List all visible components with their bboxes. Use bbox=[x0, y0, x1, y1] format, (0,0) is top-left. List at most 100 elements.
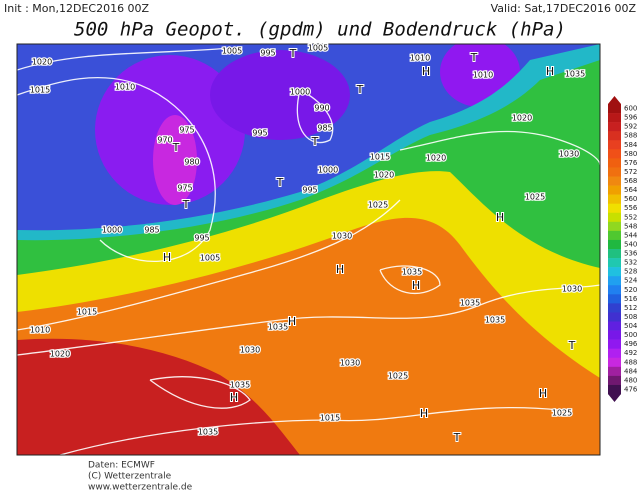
colorbar-label: 600 bbox=[624, 105, 637, 113]
pressure-center: T bbox=[356, 83, 364, 96]
field-purple bbox=[210, 50, 350, 140]
colorbar-label: 548 bbox=[624, 222, 637, 230]
pressure-label: 980 bbox=[184, 158, 199, 167]
pressure-center: H bbox=[539, 387, 547, 400]
pressure-label: 1020 bbox=[426, 154, 446, 163]
colorbar: 6005965925885845805765725685645605565525… bbox=[608, 96, 638, 402]
colorbar-swatch bbox=[608, 194, 621, 204]
pressure-label: 970 bbox=[157, 136, 172, 145]
colorbar-swatch bbox=[608, 239, 621, 250]
map-area bbox=[17, 44, 600, 455]
pressure-label: 1030 bbox=[240, 346, 260, 355]
pressure-center: H bbox=[412, 279, 420, 292]
pressure-label: 1030 bbox=[562, 285, 582, 294]
colorbar-label: 592 bbox=[624, 123, 637, 131]
pressure-label: 995 bbox=[302, 186, 317, 195]
colorbar-label: 508 bbox=[624, 313, 637, 321]
colorbar-swatch bbox=[608, 230, 621, 241]
pressure-label: 1010 bbox=[410, 54, 430, 63]
pressure-label: 995 bbox=[260, 49, 275, 58]
colorbar-swatch bbox=[608, 104, 621, 114]
pressure-label: 1015 bbox=[370, 153, 390, 162]
colorbar-label: 480 bbox=[624, 376, 637, 384]
colorbar-swatch bbox=[608, 285, 621, 295]
colorbar-label: 536 bbox=[624, 250, 638, 258]
valid-time: Valid: Sat,17DEC2016 00Z bbox=[491, 2, 637, 15]
colorbar-swatch bbox=[608, 212, 621, 223]
pressure-label: 1030 bbox=[559, 150, 579, 159]
colorbar-swatch bbox=[608, 339, 621, 349]
colorbar-swatch bbox=[608, 348, 621, 359]
pressure-center: H bbox=[288, 315, 296, 328]
pressure-label: 1025 bbox=[388, 372, 408, 381]
colorbar-swatch bbox=[608, 167, 621, 177]
colorbar-swatch bbox=[608, 149, 621, 159]
colorbar-label: 484 bbox=[624, 367, 638, 375]
colorbar-label: 552 bbox=[624, 213, 637, 221]
credit-data: Daten: ECMWF bbox=[88, 461, 155, 471]
pressure-label: 1015 bbox=[30, 86, 50, 95]
pressure-center: H bbox=[230, 391, 238, 404]
pressure-label: 1010 bbox=[115, 83, 135, 92]
pressure-label: 975 bbox=[179, 126, 194, 135]
pressure-center: H bbox=[546, 65, 554, 78]
pressure-label: 1000 bbox=[290, 88, 310, 97]
pressure-center: T bbox=[568, 339, 576, 352]
colorbar-label: 544 bbox=[624, 231, 638, 239]
colorbar-label: 564 bbox=[624, 186, 638, 194]
colorbar-swatch bbox=[608, 203, 621, 214]
colorbar-swatch bbox=[608, 185, 621, 195]
pressure-label: 985 bbox=[144, 226, 159, 235]
colorbar-label: 560 bbox=[624, 195, 637, 203]
colorbar-swatch bbox=[608, 303, 621, 313]
pressure-label: 1035 bbox=[230, 381, 250, 390]
colorbar-label: 572 bbox=[624, 168, 637, 176]
pressure-center: H bbox=[420, 407, 428, 420]
colorbar-label: 516 bbox=[624, 295, 638, 303]
pressure-label: 975 bbox=[177, 184, 192, 193]
colorbar-swatch bbox=[608, 176, 621, 186]
colorbar-label: 568 bbox=[624, 177, 637, 185]
pressure-label: 990 bbox=[314, 104, 329, 113]
colorbar-label: 492 bbox=[624, 349, 637, 357]
pressure-label: 1020 bbox=[374, 171, 394, 180]
pressure-label: 1005 bbox=[222, 47, 242, 56]
colorbar-label: 476 bbox=[624, 385, 638, 393]
pressure-center: H bbox=[163, 251, 171, 264]
pressure-label: 985 bbox=[317, 124, 332, 133]
pressure-label: 1025 bbox=[552, 409, 572, 418]
pressure-label: 1030 bbox=[332, 232, 352, 241]
colorbar-label: 488 bbox=[624, 358, 637, 366]
colorbar-swatch bbox=[608, 357, 621, 368]
colorbar-swatch bbox=[608, 321, 621, 331]
colorbar-label: 504 bbox=[624, 322, 638, 330]
colorbar-label: 500 bbox=[624, 331, 637, 339]
colorbar-arrow-top bbox=[608, 96, 621, 104]
pressure-label: 1020 bbox=[512, 114, 532, 123]
colorbar-label: 528 bbox=[624, 268, 637, 276]
colorbar-label: 596 bbox=[624, 114, 638, 122]
pressure-label: 1030 bbox=[340, 359, 360, 368]
credit-copyright: (C) Wetterzentrale bbox=[88, 472, 172, 482]
colorbar-swatch bbox=[608, 140, 621, 150]
colorbar-swatch bbox=[608, 294, 621, 304]
pressure-label: 1035 bbox=[402, 268, 422, 277]
pressure-center: T bbox=[276, 176, 284, 189]
field-red bbox=[17, 338, 300, 455]
pressure-label: 1035 bbox=[268, 323, 288, 332]
colorbar-label: 512 bbox=[624, 304, 637, 312]
colorbar-swatch bbox=[608, 375, 621, 386]
pressure-label: 1025 bbox=[368, 201, 388, 210]
pressure-label: 995 bbox=[194, 234, 209, 243]
pressure-center: T bbox=[289, 47, 297, 60]
pressure-label: 1010 bbox=[473, 71, 493, 80]
colorbar-label: 576 bbox=[624, 159, 638, 167]
pressure-center: H bbox=[422, 65, 430, 78]
colorbar-arrow-bottom bbox=[608, 394, 621, 402]
colorbar-swatch bbox=[608, 113, 621, 123]
pressure-label: 1035 bbox=[485, 316, 505, 325]
pressure-label: 995 bbox=[252, 129, 267, 138]
pressure-label: 1000 bbox=[102, 226, 122, 235]
pressure-label: 1005 bbox=[200, 254, 220, 263]
colorbar-label: 524 bbox=[624, 277, 638, 285]
